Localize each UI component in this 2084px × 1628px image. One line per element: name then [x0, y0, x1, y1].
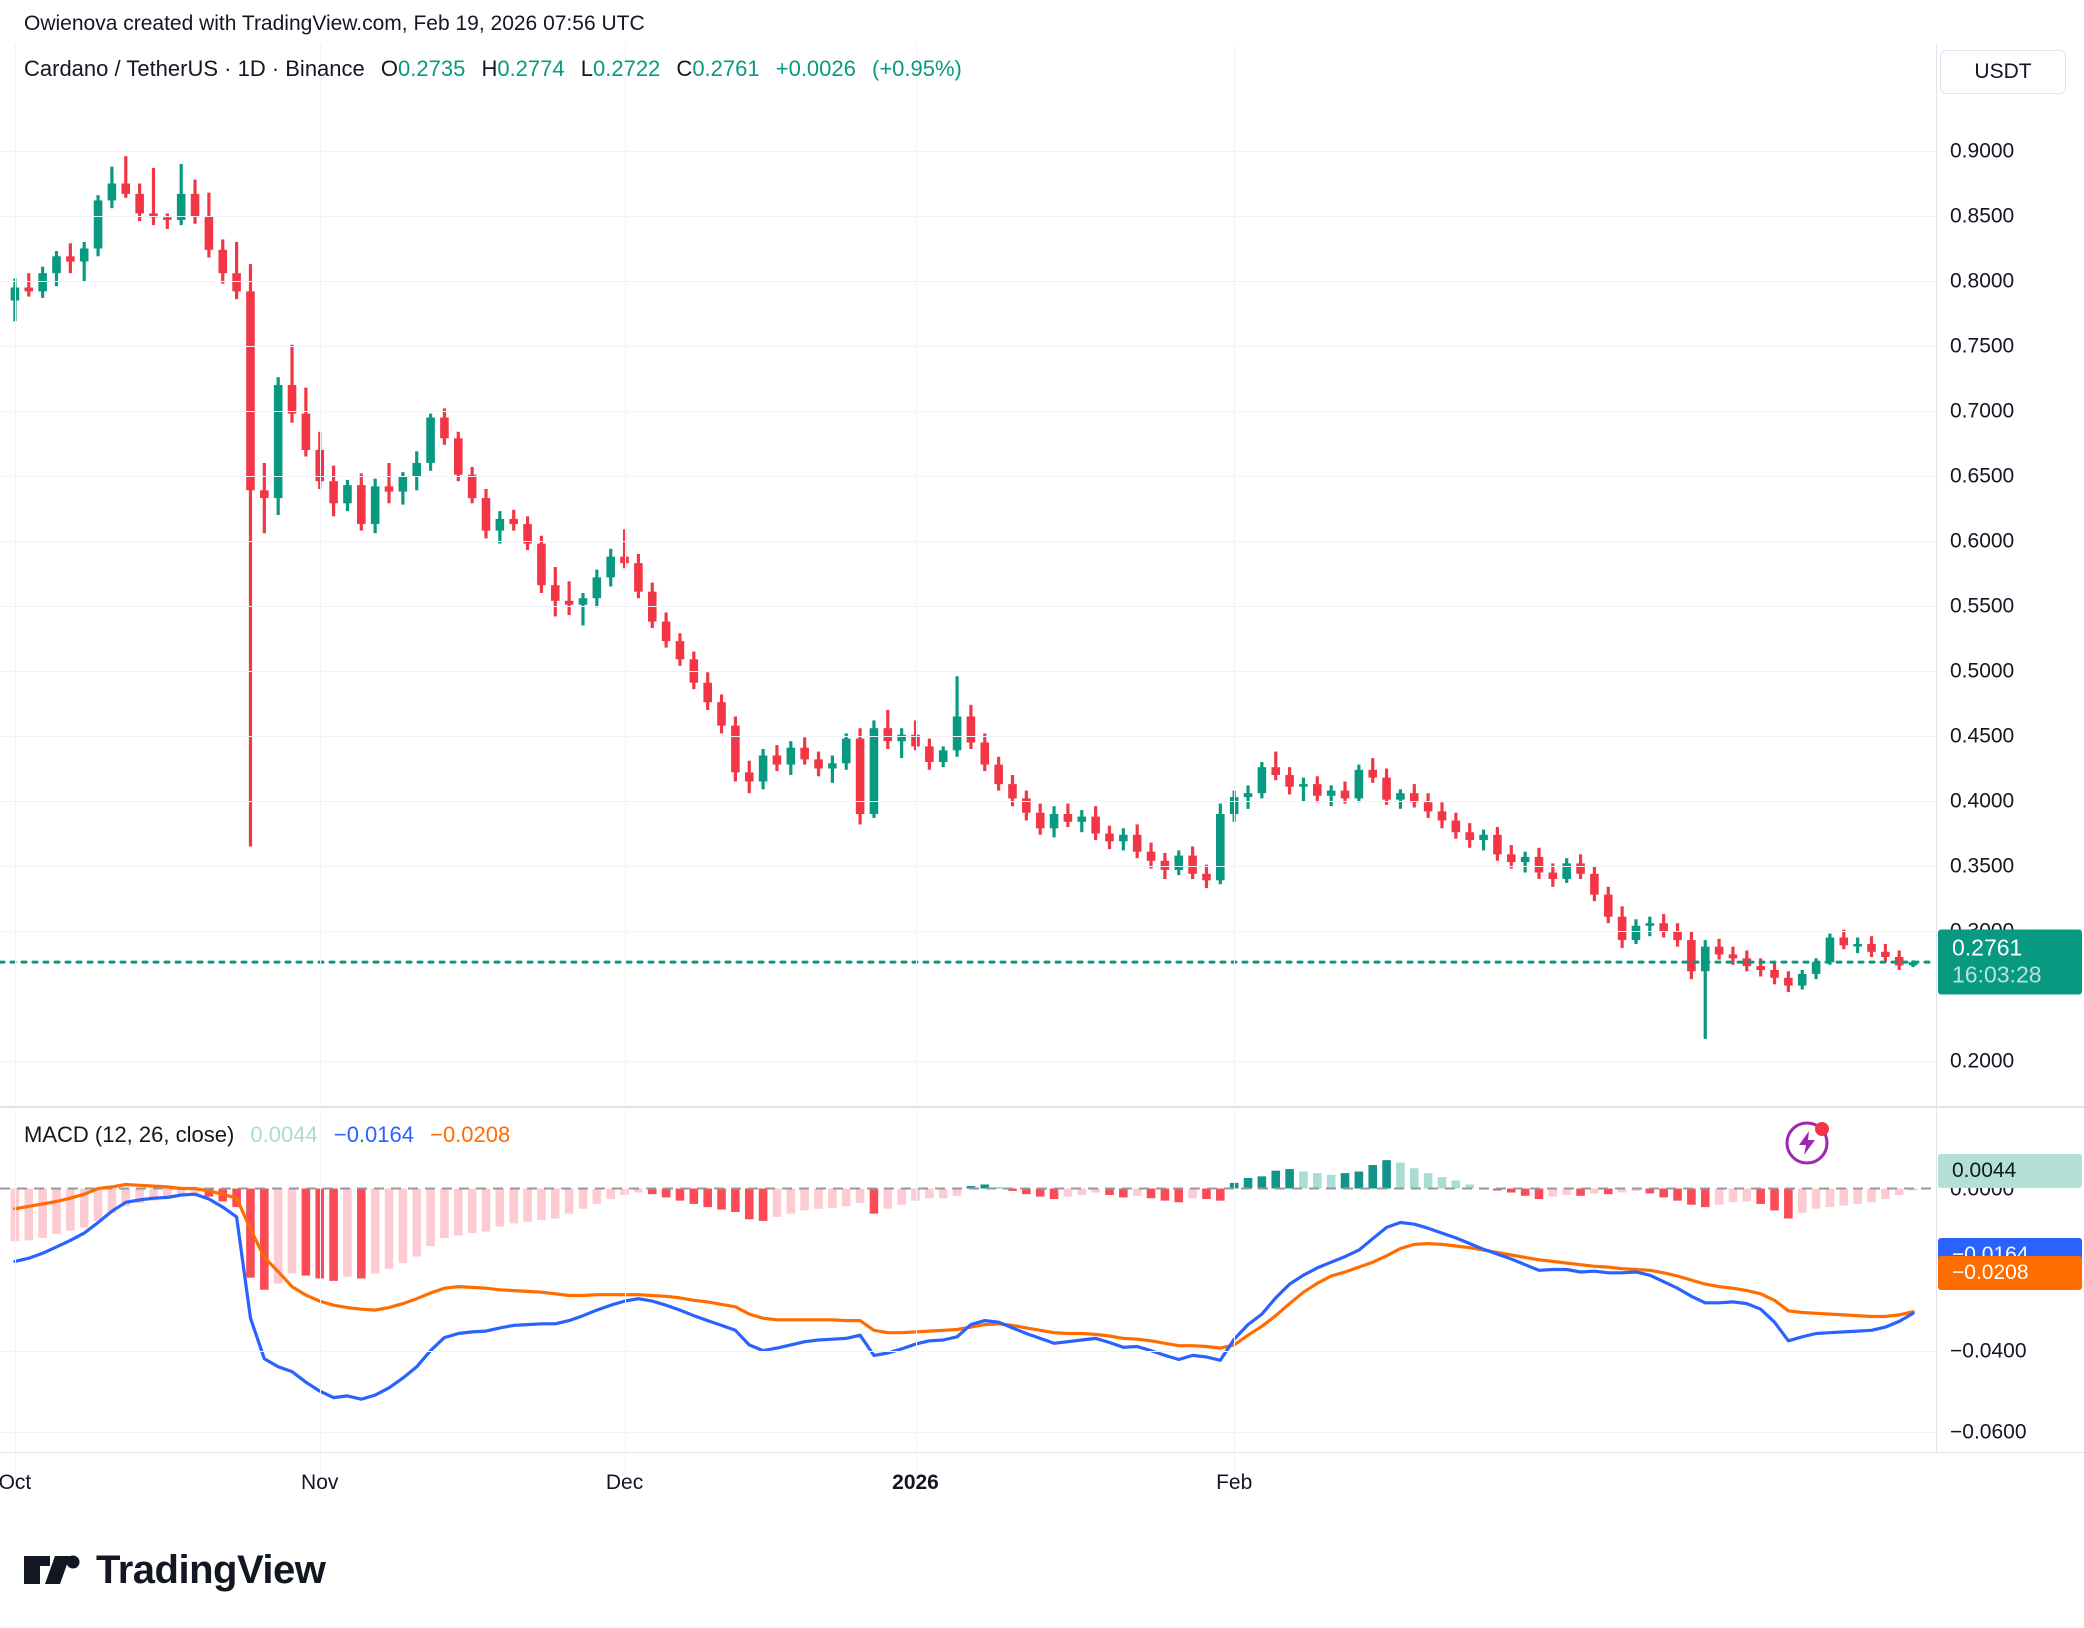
price-gridline [0, 1061, 1936, 1062]
price-gridline [0, 866, 1936, 867]
price-tick-label: 0.5500 [1950, 594, 2015, 618]
macd-tick-label: −0.0600 [1950, 1420, 2027, 1444]
macd-legend: MACD (12, 26, close) 0.0044 −0.0164 −0.0… [24, 1122, 510, 1148]
price-gridline [0, 346, 1936, 347]
price-gridline [0, 606, 1936, 607]
bar-countdown: 16:03:28 [1952, 961, 2042, 988]
macd-hist-value: 0.0044 [250, 1122, 318, 1147]
current-price-value: 0.2761 [1952, 934, 2023, 961]
price-tick-label: 0.5000 [1950, 659, 2015, 683]
pane-separator [0, 1106, 2084, 1108]
price-gridline [0, 281, 1936, 282]
macd-vgridline [319, 1112, 321, 1490]
high-value: 0.2774 [497, 56, 565, 81]
price-vgridline [915, 44, 917, 1106]
macd-hist-badge-value: 0.0044 [1952, 1158, 2017, 1182]
time-axis-label: Feb [1216, 1471, 1253, 1494]
footer: TradingView [24, 1538, 326, 1602]
price-tick-label: 0.4000 [1950, 789, 2015, 813]
change-percent: (+0.95%) [872, 56, 962, 81]
price-vgridline [1234, 44, 1236, 1106]
macd-vgridline [624, 1112, 626, 1490]
close-label: C [676, 56, 693, 81]
macd-signal-badge-value: −0.0208 [1952, 1260, 2029, 1284]
price-tick-label: 0.7500 [1950, 334, 2015, 358]
price-gridline [0, 931, 1936, 932]
close-value: 0.2761 [692, 56, 760, 81]
macd-plot [0, 1160, 1936, 1401]
macd-line-value: −0.0164 [333, 1122, 414, 1147]
time-axis[interactable]: Oct Nov Dec 2026 Feb [0, 1452, 2084, 1513]
price-gridline [0, 151, 1936, 152]
macd-signal-badge[interactable]: −0.0208 [1938, 1255, 2082, 1290]
price-tick-label: 0.8000 [1950, 269, 2015, 293]
time-axis-label: Oct [0, 1471, 32, 1494]
low-label: L [580, 56, 593, 81]
price-gridline [0, 671, 1936, 672]
price-scale[interactable]: USDT 0.9000 0.8500 0.8000 0.7500 0.7000 0.650… [1936, 44, 2084, 1106]
price-gridline [0, 216, 1936, 217]
open-label: O [380, 56, 399, 81]
price-vgridline [14, 44, 16, 1106]
scale-divider [1936, 44, 1937, 1452]
macd-vgridline [14, 1112, 16, 1490]
time-axis-label: 2026 [892, 1471, 939, 1494]
price-tick-label: 0.4500 [1950, 724, 2015, 748]
price-legend-title[interactable]: Cardano / TetherUS · 1D · Binance [24, 56, 365, 81]
price-tick-label: 0.9000 [1950, 139, 2015, 163]
price-legend: Cardano / TetherUS · 1D · Binance O0.273… [24, 56, 962, 82]
price-gridline [0, 476, 1936, 477]
macd-gridline [0, 1350, 1936, 1352]
macd-gridline [0, 1431, 1936, 1433]
current-price-badge[interactable]: 0.2761 16:03:28 [1938, 929, 2082, 995]
macd-hist-badge[interactable]: 0.0044 [1938, 1153, 2082, 1188]
price-vgridline [319, 44, 321, 1106]
price-gridline [0, 801, 1936, 802]
macd-signal-value: −0.0208 [430, 1122, 511, 1147]
high-label: H [481, 56, 498, 81]
price-tick-label: 0.8500 [1950, 204, 2015, 228]
price-gridline [0, 736, 1936, 737]
tradingview-logo-icon [24, 1550, 80, 1590]
macd-legend-title[interactable]: MACD (12, 26, close) [24, 1122, 235, 1147]
tradingview-wordmark: TradingView [96, 1547, 326, 1592]
macd-tick-label: −0.0400 [1950, 1339, 2027, 1363]
price-tick-label: 0.6500 [1950, 464, 2015, 488]
change-value: +0.0026 [775, 56, 856, 81]
attribution-text: Owienova created with TradingView.com, F… [24, 12, 645, 35]
candlestick-plot [0, 156, 1936, 1039]
price-tick-label: 0.6000 [1950, 529, 2015, 553]
price-vgridline [624, 44, 626, 1106]
currency-badge[interactable]: USDT [1940, 50, 2066, 94]
price-tick-label: 0.7000 [1950, 399, 2015, 423]
lightning-alert-icon[interactable] [1782, 1114, 1836, 1168]
open-value: 0.2735 [398, 56, 466, 81]
macd-vgridline [1234, 1112, 1236, 1490]
price-gridline [0, 411, 1936, 412]
price-gridline [0, 541, 1936, 542]
chart-frame: Cardano / TetherUS · 1D · Binance O0.273… [0, 44, 2084, 1490]
macd-pane[interactable]: MACD (12, 26, close) 0.0044 −0.0164 −0.0… [0, 1112, 1936, 1490]
price-pane[interactable]: Cardano / TetherUS · 1D · Binance O0.273… [0, 44, 1936, 1106]
time-axis-label: Dec [605, 1471, 644, 1494]
price-tick-label: 0.2000 [1950, 1049, 2015, 1073]
macd-scale[interactable]: 0.0000 −0.0400 −0.0600 0.0044 −0.0164 −0.0… [1936, 1112, 2084, 1490]
price-tick-label: 0.3500 [1950, 854, 2015, 878]
macd-vgridline [915, 1112, 917, 1490]
low-value: 0.2722 [593, 56, 661, 81]
time-axis-label: Nov [301, 1471, 339, 1494]
